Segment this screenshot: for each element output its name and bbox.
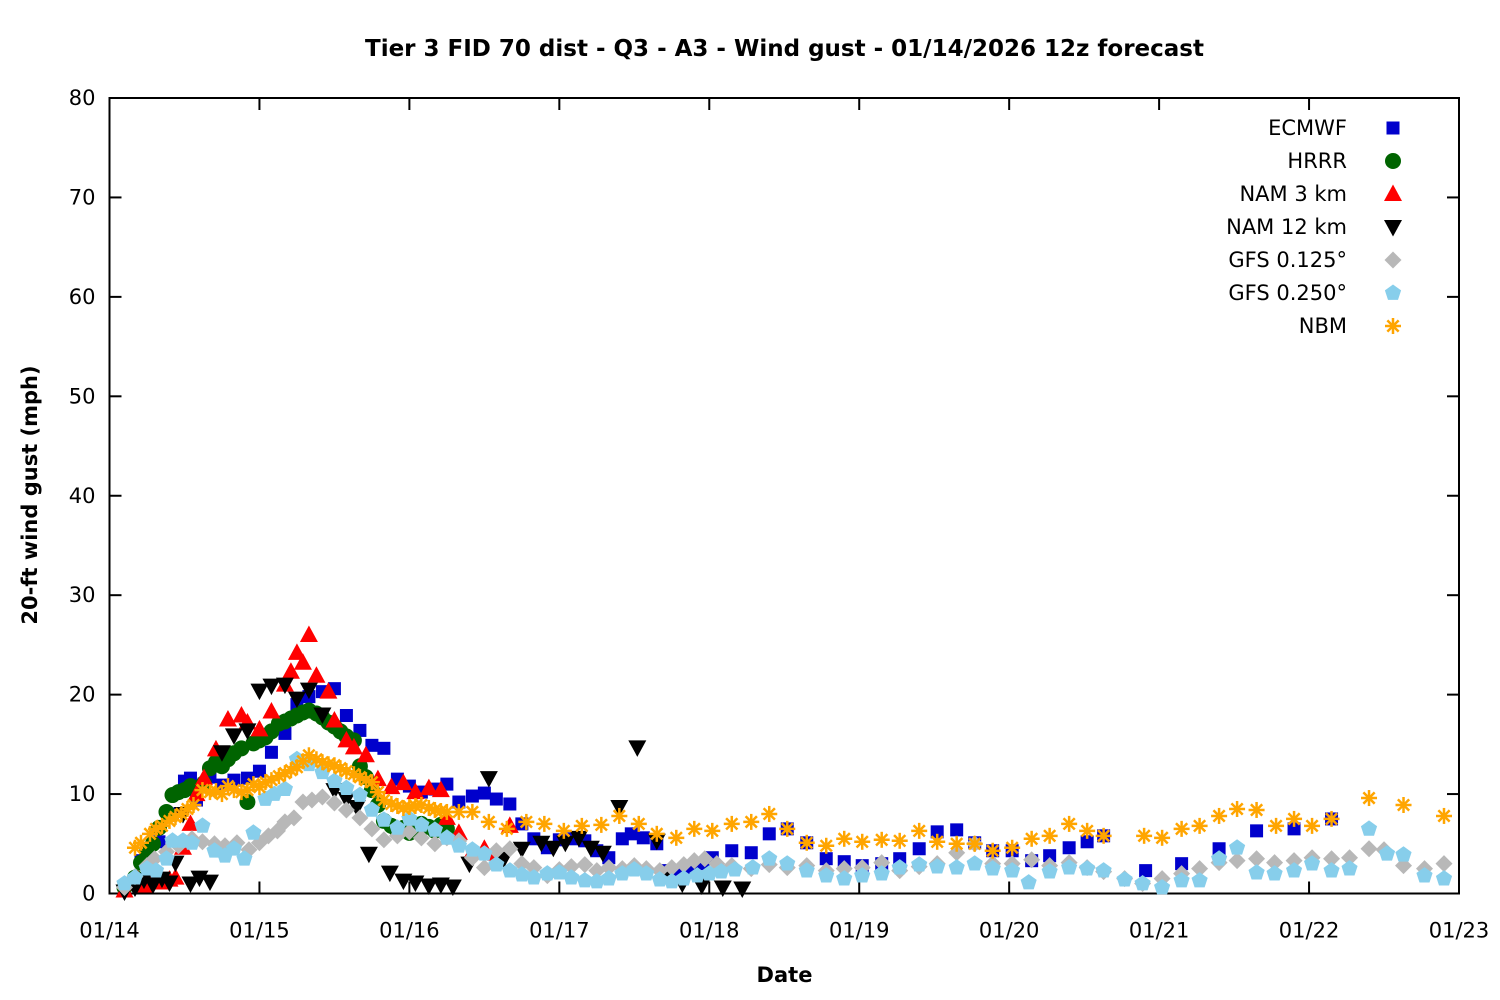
svg-text:01/20: 01/20 — [979, 919, 1040, 943]
svg-text:70: 70 — [69, 185, 96, 209]
svg-text:10: 10 — [69, 782, 96, 806]
legend-entry-ecmwf: ECMWF — [1268, 116, 1400, 140]
svg-text:01/16: 01/16 — [379, 919, 440, 943]
svg-text:01/18: 01/18 — [679, 919, 740, 943]
legend-label: NAM 3 km — [1239, 182, 1347, 206]
x-axis-tick-labels: 01/14 01/15 01/16 01/17 01/18 01/19 01/20 01/21… — [79, 919, 1489, 943]
svg-text:40: 40 — [69, 484, 96, 508]
legend-entry-gfs-0-125-: GFS 0.125° — [1228, 248, 1402, 272]
svg-text:50: 50 — [69, 384, 96, 408]
series-nbm — [126, 747, 1453, 859]
x-axis-label: Date — [756, 963, 813, 987]
svg-text:0: 0 — [82, 882, 95, 906]
svg-text:80: 80 — [69, 86, 96, 110]
chart-title: Tier 3 FID 70 dist - Q3 - A3 - Wind gust… — [365, 36, 1204, 62]
legend: ECMWF HRRR NAM 3 km NAM 12 km GFS 0.125° GFS … — [1226, 116, 1402, 338]
series-gfs-0-250- — [116, 750, 1453, 895]
legend-label: NAM 12 km — [1226, 215, 1347, 239]
svg-text:30: 30 — [69, 583, 96, 607]
svg-text:01/15: 01/15 — [229, 919, 290, 943]
svg-text:01/23: 01/23 — [1429, 919, 1490, 943]
legend-entry-nam-12-km: NAM 12 km — [1226, 215, 1402, 239]
legend-entry-nam-3-km: NAM 3 km — [1239, 182, 1402, 206]
legend-label: ECMWF — [1268, 116, 1347, 140]
legend-entry-hrrr: HRRR — [1287, 149, 1401, 173]
axes — [108, 97, 1460, 895]
legend-label: GFS 0.125° — [1228, 248, 1347, 272]
legend-label: HRRR — [1287, 149, 1347, 173]
svg-text:01/21: 01/21 — [1129, 919, 1190, 943]
svg-text:01/17: 01/17 — [529, 919, 590, 943]
legend-entry-gfs-0-250-: GFS 0.250° — [1228, 281, 1402, 305]
legend-label: NBM — [1299, 314, 1347, 338]
svg-text:01/14: 01/14 — [79, 919, 140, 943]
svg-text:20: 20 — [69, 683, 96, 707]
legend-label: GFS 0.250° — [1228, 281, 1347, 305]
y-axis-tick-labels: 0 10 20 30 40 50 60 70 80 — [69, 86, 96, 906]
svg-text:01/19: 01/19 — [829, 919, 890, 943]
svg-text:60: 60 — [69, 285, 96, 309]
legend-entry-nbm: NBM — [1299, 314, 1401, 338]
svg-text:01/22: 01/22 — [1279, 919, 1340, 943]
